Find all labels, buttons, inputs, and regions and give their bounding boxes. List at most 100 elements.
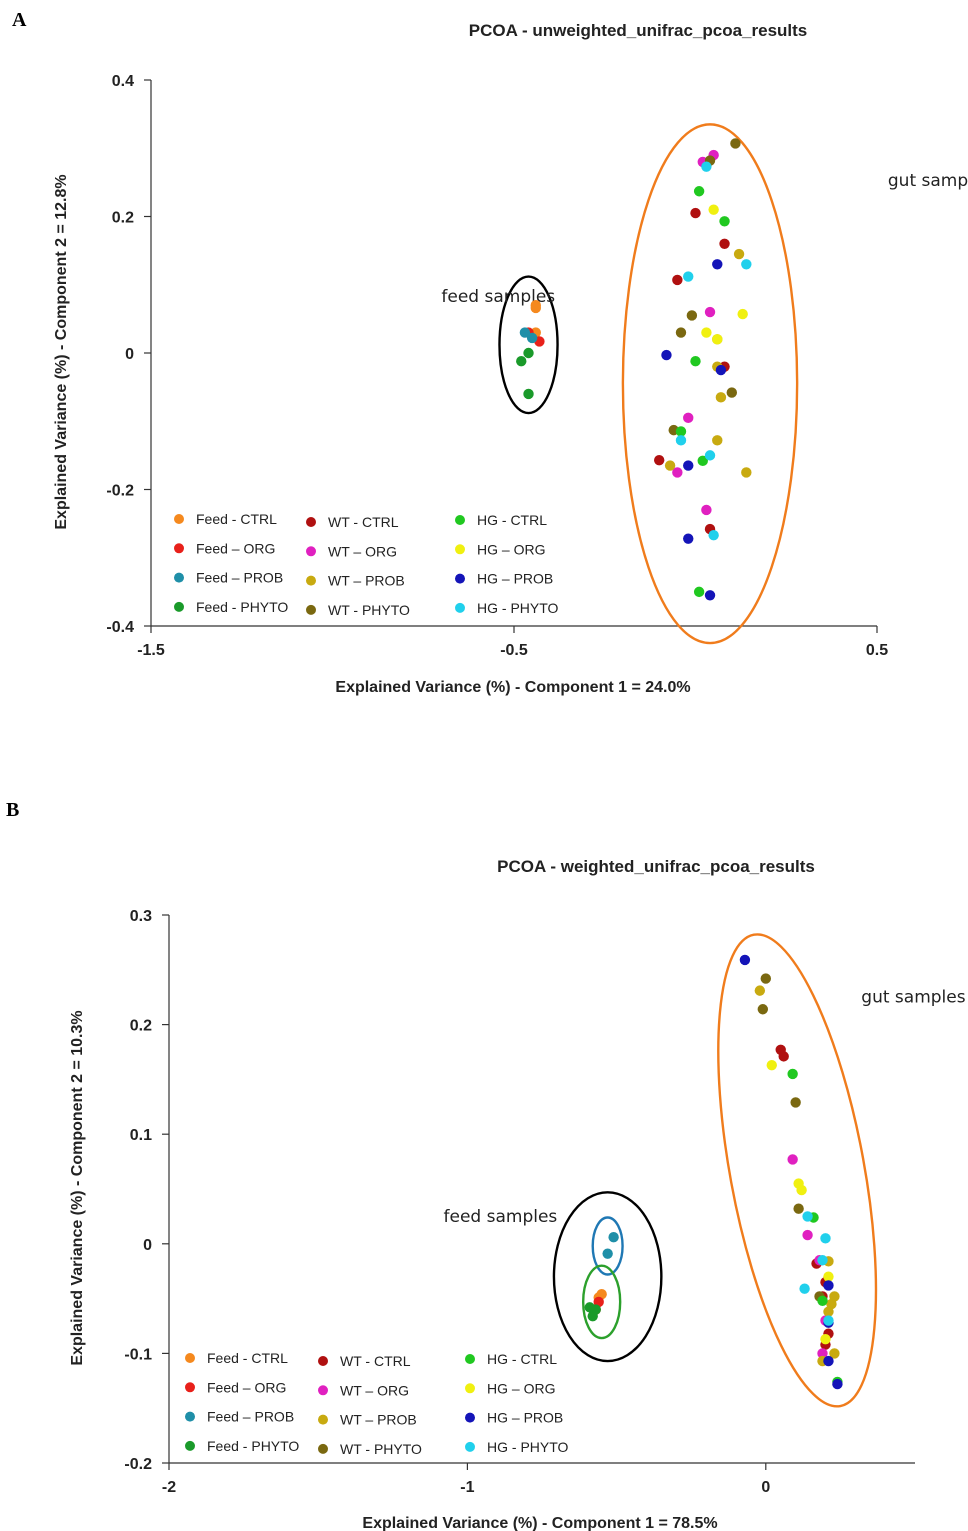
x-tick-label: 0.5 (866, 642, 888, 659)
data-point (793, 1203, 804, 1214)
data-point (683, 460, 694, 471)
legend-label: HG - CTRL (487, 1351, 557, 1367)
legend-label: WT – PROB (340, 1412, 417, 1428)
data-point (526, 332, 538, 344)
legend-swatch (174, 601, 184, 612)
legend-swatch (185, 1353, 195, 1363)
data-point (832, 1378, 843, 1390)
data-point (690, 355, 701, 367)
y-tick-label: -0.4 (106, 619, 134, 636)
data-point (730, 138, 741, 149)
data-point (823, 1315, 834, 1326)
data-point (701, 327, 712, 338)
data-point (823, 1355, 834, 1367)
data-point (733, 248, 745, 260)
data-point (790, 1097, 801, 1108)
data-point (739, 954, 751, 966)
data-point (683, 271, 694, 282)
data-point (829, 1348, 840, 1359)
legend-label: WT - CTRL (328, 514, 399, 530)
legend-label: HG – PROB (487, 1410, 563, 1426)
data-point (719, 238, 730, 249)
y-tick-label: 0.2 (112, 210, 134, 227)
panel-letter: B (6, 799, 19, 821)
legend-label: Feed - CTRL (196, 511, 277, 527)
y-tick-label: 0.1 (130, 1127, 152, 1144)
legend-swatch (174, 572, 184, 583)
cluster-ellipse (591, 1216, 624, 1276)
panel-letter: A (12, 9, 27, 31)
data-point (584, 1302, 595, 1313)
data-point (787, 1068, 798, 1080)
legend-swatch (306, 546, 316, 557)
data-point (587, 1310, 598, 1322)
legend-swatch (465, 1354, 475, 1364)
data-point (661, 349, 672, 361)
y-tick-label: 0 (125, 346, 134, 363)
legend-swatch (455, 602, 465, 613)
annotation-label: feed samples (441, 287, 555, 307)
data-point (757, 1004, 769, 1015)
data-point (829, 1291, 840, 1302)
y-axis-label: Explained Variance (%) - Component 2 = 1… (69, 1010, 86, 1365)
annotation-label: gut samples (888, 171, 968, 191)
data-point (654, 454, 665, 466)
data-point (708, 530, 719, 541)
y-tick-label: 0.4 (112, 73, 134, 90)
data-point (697, 455, 708, 467)
legend-label: HG – ORG (477, 541, 545, 557)
data-point (726, 387, 737, 398)
legend-swatch (465, 1441, 475, 1452)
data-point (823, 1306, 834, 1317)
cluster-ellipse (621, 123, 799, 645)
legend-label: Feed - PHYTO (196, 599, 288, 615)
cluster-ellipse (581, 1264, 622, 1340)
legend-swatch (465, 1412, 475, 1423)
x-tick-label: -2 (162, 1479, 176, 1496)
data-point (675, 426, 687, 437)
legend-label: Feed – ORG (196, 540, 275, 556)
data-point (715, 392, 727, 403)
data-point (712, 435, 723, 446)
data-point (608, 1232, 619, 1243)
data-point (754, 985, 766, 996)
data-point (820, 1233, 831, 1244)
x-axis-label: Explained Variance (%) - Component 1 = 7… (362, 1515, 717, 1531)
legend-label: Feed – PROB (196, 570, 283, 586)
data-point (823, 1280, 834, 1291)
data-point (715, 364, 727, 376)
data-point (683, 412, 694, 424)
x-tick-label: 0 (761, 1479, 770, 1496)
data-point (530, 302, 541, 314)
legend-swatch (174, 514, 184, 524)
data-point (817, 1348, 828, 1359)
legend-swatch (465, 1383, 475, 1394)
data-point (602, 1248, 613, 1259)
legend-label: WT - PHYTO (340, 1441, 422, 1457)
data-point (820, 1333, 831, 1345)
legend-label: WT – PROB (328, 573, 405, 589)
data-point (675, 435, 687, 446)
data-point (778, 1051, 789, 1062)
legend-swatch (455, 544, 465, 555)
data-point (760, 973, 771, 984)
legend-label: Feed – PROB (207, 1409, 294, 1425)
legend-swatch (185, 1411, 195, 1422)
panel-A: A PCOA - unweighted_unifrac_pcoa_results 0… (12, 9, 968, 696)
y-tick-label: -0.1 (124, 1346, 152, 1363)
y-axis-label: Explained Variance (%) - Component 2 = 1… (53, 174, 70, 529)
data-point (719, 216, 730, 227)
legend-swatch (306, 575, 316, 586)
data-point (802, 1211, 813, 1222)
legend-label: HG – ORG (487, 1380, 555, 1396)
data-point (704, 590, 716, 601)
data-point (817, 1295, 828, 1306)
data-point (664, 460, 676, 471)
legend-swatch (455, 573, 465, 584)
legend-label: HG - CTRL (477, 512, 547, 528)
cluster-ellipse (552, 1191, 663, 1363)
data-point (701, 161, 712, 172)
cluster-ellipse (498, 275, 559, 415)
data-point (799, 1283, 810, 1294)
data-point (741, 467, 752, 478)
